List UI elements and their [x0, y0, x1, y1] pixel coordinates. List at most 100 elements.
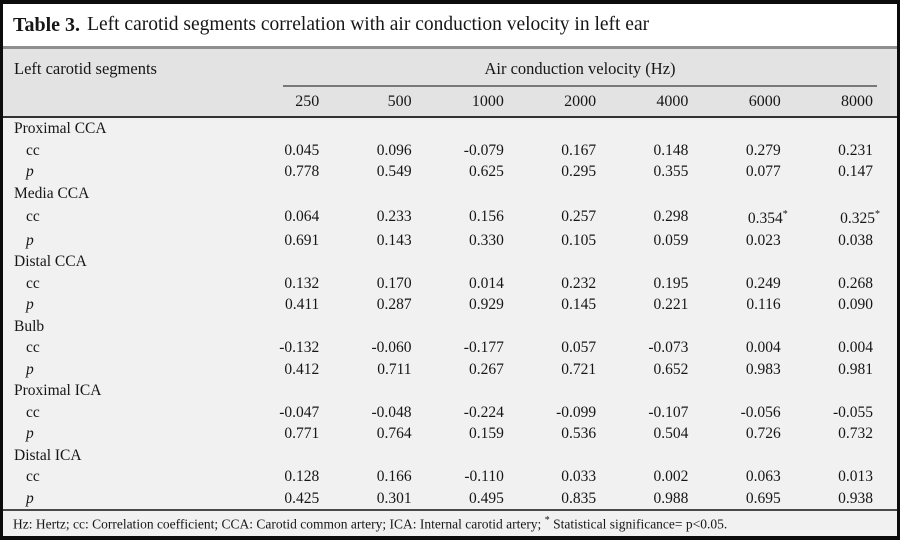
table-footnote: Hz: Hertz; cc: Correlation coefficient; …	[3, 509, 897, 536]
value-cell: 0.257	[527, 204, 621, 230]
value-cell: 0.145	[527, 294, 621, 316]
value-cell: 0.057	[527, 337, 621, 359]
segment-name: Proximal ICA	[3, 380, 897, 402]
value-cell: 0.096	[343, 139, 436, 161]
value-cell: 0.652	[620, 358, 713, 381]
row-label-p: p	[3, 423, 251, 445]
header-row-2: 250 500 1000 2000 4000 6000 8000	[3, 87, 897, 117]
freq-header-500: 500	[343, 87, 436, 117]
value-cell: 0.004	[712, 337, 805, 359]
row-header-cell: Left carotid segments	[3, 49, 251, 117]
value-cell: 0.938	[804, 487, 897, 510]
value-cell: 0.231	[804, 139, 897, 161]
p-row: p 0.412 0.711 0.267 0.721 0.652 0.983 0.981	[3, 358, 897, 381]
value-cell: 0.929	[435, 294, 528, 316]
row-label-p: p	[3, 229, 251, 252]
cc-row: cc -0.047 -0.048 -0.224 -0.099 -0.107 -0.056 -0…	[3, 401, 897, 424]
value-cell: 0.249	[712, 272, 805, 295]
segment-name-row: Media CCA	[3, 182, 897, 204]
value-cell: 0.411	[251, 294, 344, 316]
correlation-table: Left carotid segments Air conduction vel…	[3, 49, 897, 510]
header-row-1: Left carotid segments Air conduction vel…	[3, 49, 897, 117]
row-label-cc: cc	[3, 139, 251, 161]
value-cell: -0.048	[343, 401, 436, 424]
value-cell: 0.156	[435, 204, 528, 230]
value-cell: 0.425	[251, 487, 344, 510]
value-cell: 0.981	[804, 358, 897, 381]
value-cell: 0.355	[620, 161, 713, 183]
freq-header-1000: 1000	[435, 87, 528, 117]
value-cell: 0.033	[527, 466, 621, 488]
value-cell: 0.988	[620, 487, 713, 510]
value-cell: 0.354*	[712, 204, 805, 230]
cc-row: cc 0.064 0.233 0.156 0.257 0.298 0.354* 0.325*	[3, 204, 897, 230]
value-cell: 0.983	[712, 358, 805, 381]
value-cell: -0.107	[620, 401, 713, 424]
value-cell: 0.167	[527, 139, 621, 161]
value-cell: 0.412	[251, 358, 344, 381]
segment-name-row: Proximal ICA	[3, 380, 897, 402]
value-cell: -0.177	[435, 337, 528, 359]
value-cell: 0.147	[804, 161, 897, 183]
segment-name-row: Bulb	[3, 315, 897, 338]
value-cell: 0.695	[712, 487, 805, 510]
segment-name: Distal ICA	[3, 444, 897, 467]
value-cell: 0.105	[527, 229, 621, 252]
footnote-significance: Statistical significance= p<0.05.	[549, 516, 728, 532]
footnote-abbreviations: Hz: Hertz; cc: Correlation coefficient; …	[13, 516, 545, 532]
value-cell: 0.233	[343, 204, 436, 230]
value-cell: 0.330	[435, 229, 528, 252]
value-cell: 0.325*	[804, 204, 897, 230]
freq-header-4000: 4000	[620, 87, 713, 117]
value-cell: 0.232	[527, 272, 621, 295]
value-cell: 0.301	[343, 487, 436, 510]
value-cell: 0.732	[804, 423, 897, 445]
value-cell: 0.721	[527, 358, 621, 381]
column-group-header: Air conduction velocity (Hz)	[251, 49, 897, 87]
value-cell: 0.625	[435, 161, 528, 183]
segment-name: Bulb	[3, 315, 897, 338]
segment-name-row: Proximal CCA	[3, 117, 897, 140]
value-cell: 0.038	[804, 229, 897, 252]
value-cell: 0.014	[435, 272, 528, 295]
freq-header-2000: 2000	[527, 87, 621, 117]
value-number: 0.354	[747, 210, 783, 228]
freq-header-8000: 8000	[804, 87, 897, 117]
row-label-cc: cc	[3, 204, 251, 230]
value-cell: -0.047	[251, 401, 344, 424]
value-cell: 0.059	[620, 229, 713, 252]
p-row: p 0.771 0.764 0.159 0.536 0.504 0.726 0.732	[3, 423, 897, 445]
value-cell: -0.073	[620, 337, 713, 359]
table-title-text: Left carotid segments correlation with a…	[87, 14, 650, 35]
value-cell: 0.148	[620, 139, 713, 161]
p-row: p 0.425 0.301 0.495 0.835 0.988 0.695 0.938	[3, 487, 897, 510]
value-cell: 0.495	[435, 487, 528, 510]
freq-header-250: 250	[251, 87, 344, 117]
value-cell: 0.298	[620, 204, 713, 230]
value-cell: 0.159	[435, 423, 528, 445]
value-cell: 0.279	[712, 139, 805, 161]
significance-asterisk: *	[875, 209, 880, 220]
value-cell: 0.268	[804, 272, 897, 295]
value-cell: 0.143	[343, 229, 436, 252]
value-cell: 0.778	[251, 161, 344, 183]
value-cell: 0.195	[620, 272, 713, 295]
cc-row: cc 0.132 0.170 0.014 0.232 0.195 0.249 0.268	[3, 272, 897, 295]
value-cell: 0.549	[343, 161, 436, 183]
row-label-p: p	[3, 358, 251, 381]
table-header: Left carotid segments Air conduction vel…	[3, 49, 897, 117]
value-cell: 0.711	[343, 358, 436, 381]
significance-asterisk: *	[782, 209, 788, 220]
value-cell: 0.691	[251, 229, 344, 252]
freq-header-6000: 6000	[712, 87, 805, 117]
value-cell: 0.002	[620, 466, 713, 488]
value-cell: 0.166	[343, 466, 436, 488]
value-cell: -0.099	[527, 401, 621, 424]
value-cell: 0.771	[251, 423, 344, 445]
value-cell: -0.224	[435, 401, 528, 424]
value-cell: -0.056	[712, 401, 805, 424]
p-row: p 0.691 0.143 0.330 0.105 0.059 0.023 0.038	[3, 229, 897, 252]
cc-row: cc -0.132 -0.060 -0.177 0.057 -0.073 0.004 0.00…	[3, 337, 897, 359]
segment-name: Distal CCA	[3, 251, 897, 273]
